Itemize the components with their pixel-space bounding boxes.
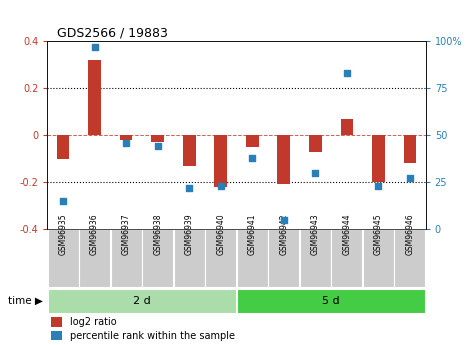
Text: log2 ratio: log2 ratio [70,317,117,327]
Bar [142,229,173,287]
Point [343,70,350,76]
Bar [278,135,290,185]
Bar [268,229,299,287]
Text: GSM96944: GSM96944 [342,214,351,255]
Text: GSM96935: GSM96935 [59,214,68,255]
Bar [246,135,259,147]
Bar [48,289,236,313]
Point [312,170,319,176]
Point [185,185,193,190]
Point [375,183,382,189]
Bar [363,229,394,287]
Bar [214,135,227,187]
Bar [79,229,110,287]
Text: GSM96940: GSM96940 [216,214,225,255]
Bar [403,135,416,163]
Text: GSM96946: GSM96946 [405,214,414,255]
Text: 5 d: 5 d [322,296,340,306]
Bar [111,229,141,287]
Point [59,198,67,204]
Text: time ▶: time ▶ [8,296,43,306]
Bar [205,229,236,287]
Point [123,140,130,146]
Text: GSM96942: GSM96942 [279,214,289,255]
Text: 2 d: 2 d [133,296,151,306]
Bar [51,331,62,340]
Point [91,44,98,50]
Bar [151,135,164,142]
Bar [372,135,385,182]
Point [248,155,256,160]
Bar [51,317,62,327]
Text: GSM96939: GSM96939 [184,214,194,255]
Point [154,144,161,149]
Text: GSM96937: GSM96937 [122,214,131,255]
Bar [57,135,70,159]
Bar [48,229,79,287]
Text: percentile rank within the sample: percentile rank within the sample [70,331,235,341]
Bar [88,60,101,135]
Bar [237,229,268,287]
Text: GSM96943: GSM96943 [311,214,320,255]
Text: GSM96936: GSM96936 [90,214,99,255]
Bar [174,229,205,287]
Text: GSM96945: GSM96945 [374,214,383,255]
Bar [120,135,132,140]
Bar [237,289,425,313]
Text: GDS2566 / 19883: GDS2566 / 19883 [57,27,167,40]
Text: GSM96938: GSM96938 [153,214,162,255]
Bar [309,135,322,151]
Bar [341,119,353,135]
Bar [394,229,425,287]
Bar [183,135,195,166]
Point [406,176,414,181]
Text: GSM96941: GSM96941 [248,214,257,255]
Point [280,217,288,223]
Bar [332,229,362,287]
Point [217,183,225,189]
Bar [300,229,331,287]
